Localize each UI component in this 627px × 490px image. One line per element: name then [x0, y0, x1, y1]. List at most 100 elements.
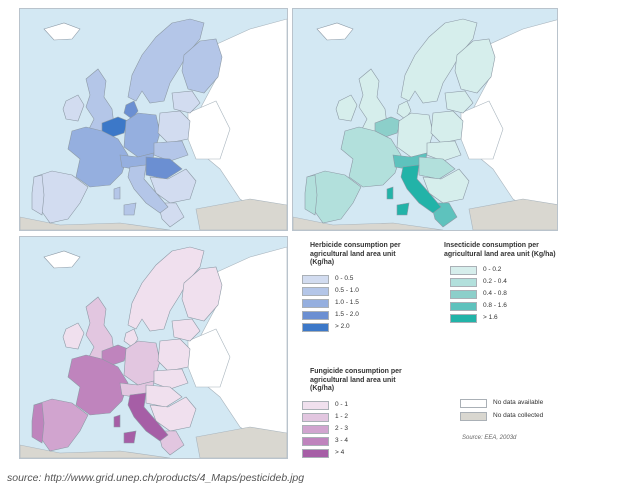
region-poland: [157, 110, 191, 144]
insecticide-legend-row: 0 - 0.2: [450, 265, 590, 277]
insecticide-legend-row: 0.4 - 0.8: [450, 289, 590, 301]
source-caption: source: http://www.grid.unep.ch/products…: [7, 472, 305, 484]
insecticide-legend-swatch: [450, 302, 477, 311]
region-balkans: [149, 168, 197, 204]
fungicide-legend-label: 0 - 1: [335, 400, 349, 408]
herbicide-legend-swatch: [302, 274, 329, 284]
region-poland: [430, 110, 464, 144]
insecticide-legend-label: 0.2 - 0.4: [483, 278, 507, 285]
region-baltics: [444, 90, 474, 114]
fungicide-legend-label: 3 - 4: [335, 436, 349, 444]
herbicide-legend-swatch: [302, 310, 329, 320]
insecticide-legend-label: 0.8 - 1.6: [483, 302, 507, 309]
herbicide-legend-swatch: [302, 322, 329, 332]
fungicide-legend-row: 1 - 2: [302, 412, 442, 424]
region-iceland: [43, 250, 81, 269]
region-france: [67, 354, 129, 416]
insecticide-legend-label: > 1.6: [483, 314, 498, 321]
nodata_legend-legend-label: No data collected: [493, 412, 544, 419]
fungicide-legend-swatch: [302, 448, 329, 458]
region-central_east: [153, 140, 189, 162]
fungicide-legend-row: 0 - 1: [302, 400, 442, 412]
region-france: [67, 126, 129, 188]
region-finland: [181, 38, 223, 94]
nodata_legend-legend-swatch: [460, 412, 487, 421]
herbicide-legend-label: 1.0 - 1.5: [335, 298, 359, 306]
insecticide-map-panel: [292, 8, 558, 231]
fungicide-legend-row: 2 - 3: [302, 424, 442, 436]
insecticide-legend-label: 0 - 0.2: [483, 266, 502, 273]
region-central_east: [153, 368, 189, 390]
herbicide-legend-label: 1.5 - 2.0: [335, 310, 359, 318]
nodata_legend-legend-row: No data available: [460, 398, 590, 411]
insecticide-legend-swatch: [450, 290, 477, 299]
region-hungary: [145, 384, 183, 408]
region-finland: [181, 266, 223, 322]
herbicide-map: [20, 9, 287, 230]
insecticide-map: [293, 9, 557, 230]
insecticide-legend: Insecticide consumption per agricultural…: [444, 242, 590, 325]
region-turkey: [468, 198, 557, 230]
region-italy: [113, 392, 169, 444]
region-central_east: [426, 140, 462, 162]
region-hungary: [145, 156, 183, 180]
source-note: Source: EEA, 2003d: [462, 435, 517, 441]
region-africa: [20, 216, 171, 230]
fungicide-legend-title: Fungicide consumption per agricultural l…: [310, 368, 402, 392]
nodata_legend-legend-swatch: [460, 399, 487, 408]
insecticide-legend-swatch: [450, 278, 477, 287]
region-hungary: [418, 156, 456, 180]
herbicide-legend-swatch: [302, 286, 329, 296]
herbicide-map-panel: [19, 8, 288, 231]
herbicide-legend-label: 0.5 - 1.0: [335, 286, 359, 294]
insecticide-legend-row: > 1.6: [450, 313, 590, 325]
fungicide-legend-swatch: [302, 436, 329, 446]
region-ireland: [62, 322, 85, 350]
insecticide-legend-title: Insecticide consumption per agricultural…: [444, 242, 556, 258]
nodata_legend-legend-row: No data collected: [460, 411, 590, 424]
region-turkey: [195, 198, 287, 230]
fungicide-legend-swatch: [302, 412, 329, 422]
insecticide-legend-swatch: [450, 314, 477, 323]
fungicide-legend-row: > 4: [302, 448, 442, 460]
fungicide-legend-row: 3 - 4: [302, 436, 442, 448]
region-baltics: [171, 318, 201, 342]
fungicide-legend-swatch: [302, 424, 329, 434]
region-ireland: [335, 94, 358, 122]
herbicide-legend: Herbicide consumption per agricultural l…: [302, 242, 442, 334]
region-italy: [113, 164, 169, 216]
herbicide-legend-label: 0 - 0.5: [335, 274, 354, 282]
fungicide-legend-label: 2 - 3: [335, 424, 349, 432]
region-balkans: [422, 168, 470, 204]
insecticide-legend-label: 0.4 - 0.8: [483, 290, 507, 297]
herbicide-legend-title: Herbicide consumption per agricultural l…: [310, 242, 401, 266]
fungicide-map-panel: [19, 236, 288, 459]
fungicide-legend-swatch: [302, 400, 329, 410]
region-iceland: [43, 22, 81, 41]
fungicide-legend: Fungicide consumption per agricultural l…: [302, 368, 442, 460]
herbicide-legend-row: 1.5 - 2.0: [302, 310, 442, 322]
nodata-legend: No data available No data collected: [460, 398, 590, 424]
region-africa: [20, 444, 171, 458]
nodata_legend-legend-label: No data available: [493, 399, 544, 406]
region-portugal: [304, 174, 318, 216]
region-iceland: [316, 22, 354, 41]
region-africa: [293, 216, 444, 230]
insecticide-legend-row: 0.8 - 1.6: [450, 301, 590, 313]
insecticide-legend-row: 0.2 - 0.4: [450, 277, 590, 289]
fungicide-map: [20, 237, 287, 458]
fungicide-legend-label: 1 - 2: [335, 412, 349, 420]
region-ireland: [62, 94, 85, 122]
herbicide-legend-row: 0 - 0.5: [302, 274, 442, 286]
region-portugal: [31, 402, 45, 444]
herbicide-legend-row: 0.5 - 1.0: [302, 286, 442, 298]
insecticide-legend-swatch: [450, 266, 477, 275]
region-balkans: [149, 396, 197, 432]
region-france: [340, 126, 402, 188]
herbicide-legend-swatch: [302, 298, 329, 308]
herbicide-legend-label: > 2.0: [335, 322, 350, 330]
region-italy: [386, 164, 442, 216]
region-baltics: [171, 90, 201, 114]
region-finland: [454, 38, 496, 94]
herbicide-legend-row: 1.0 - 1.5: [302, 298, 442, 310]
